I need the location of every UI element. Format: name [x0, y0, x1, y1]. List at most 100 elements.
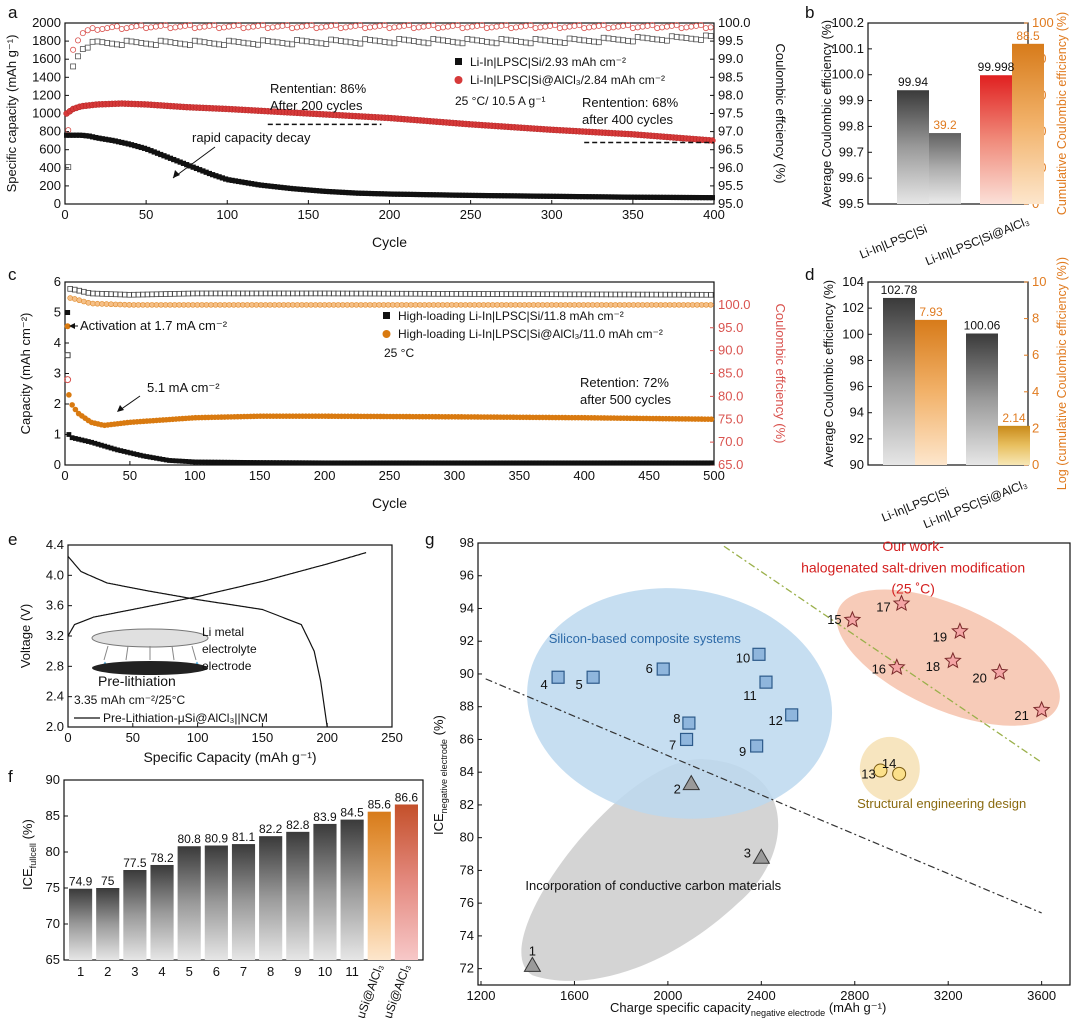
point-label-8: 8 — [673, 711, 680, 726]
capacity-marker-si — [489, 193, 495, 199]
capacity-marker-si-hl — [261, 460, 266, 465]
ce-marker-al — [128, 24, 135, 31]
panel-f-y-tick-label: 75 — [46, 880, 60, 895]
ce-marker-al — [104, 25, 111, 32]
ce-marker-si-hl — [308, 290, 314, 297]
ce-marker-si — [371, 37, 378, 44]
capacity-marker-si-hl — [507, 460, 513, 466]
capacity-marker-si-hl — [410, 460, 416, 466]
ce-marker-si — [556, 39, 563, 46]
capacity-marker-si — [174, 158, 180, 164]
capacity-marker-si — [566, 193, 573, 200]
capacity-marker-si — [255, 182, 261, 188]
ce-marker-si — [415, 38, 422, 45]
bar-d-log-si — [915, 319, 947, 465]
ce-marker-si-hl — [85, 290, 92, 296]
capacity-marker-si — [323, 188, 329, 195]
panel-a-y2-tick-label: 97.5 — [718, 106, 743, 121]
ce-marker-si-hl — [262, 290, 269, 297]
capacity-marker-si — [495, 193, 501, 199]
capacity-marker-si-hl — [543, 460, 549, 466]
panel-d-y2-tick-label: 8 — [1032, 311, 1039, 326]
capacity-marker-si-hl — [189, 459, 195, 465]
ce-marker-al — [216, 25, 223, 32]
ce-marker-si — [586, 38, 592, 44]
capacity-marker-si-hl — [397, 460, 403, 466]
panel-a-legend-al: Li-In|LPSC|Si@AlCl₃/2.84 mAh cm⁻² — [470, 73, 665, 87]
capacity-marker-si — [154, 150, 161, 156]
capacity-marker-si-hl — [553, 460, 559, 466]
ce-marker-si-hl — [94, 290, 101, 297]
ce-marker-si — [143, 40, 150, 47]
ce-marker-si — [561, 40, 568, 46]
capacity-marker-si — [654, 194, 660, 200]
point-marker-7 — [679, 732, 694, 747]
ce-marker-si — [133, 39, 140, 46]
ce-marker-al — [405, 22, 412, 29]
capacity-marker-si — [193, 165, 200, 172]
ce-marker-al — [556, 25, 563, 32]
capacity-marker-si — [138, 144, 144, 151]
capacity-marker-si — [492, 193, 498, 199]
capacity-marker-si-hl — [150, 455, 156, 461]
capacity-marker-si — [70, 132, 76, 138]
panel-d-ylabel: Average Coulombic efficiency (%) — [822, 280, 836, 467]
panel-letter-c: c — [8, 265, 17, 284]
bar-f-label-5: 80.8 — [178, 832, 202, 846]
ce-marker-si-hl — [526, 291, 532, 297]
ce-marker-al — [435, 25, 442, 32]
ce-marker-si-hl — [598, 291, 605, 298]
panel-g-y-tick-label: 90 — [460, 666, 474, 681]
capacity-marker-si — [304, 187, 310, 193]
ce-marker-si — [493, 40, 500, 47]
capacity-marker-si — [602, 194, 608, 200]
ce-marker-si — [196, 38, 203, 45]
capacity-marker-si — [216, 174, 222, 180]
capacity-marker-si-hl — [462, 460, 468, 466]
capacity-marker-si-hl — [267, 460, 273, 466]
ce-marker-al — [595, 22, 602, 29]
panel-a-y2-tick-label: 99.5 — [718, 33, 743, 48]
capacity-marker-si-hl — [154, 455, 159, 461]
ce-marker-si — [187, 42, 193, 48]
capacity-marker-si — [459, 192, 466, 198]
capacity-marker-si — [395, 191, 401, 197]
capacity-marker-si — [177, 159, 183, 165]
panel-d-y-tick-label: 96 — [850, 379, 864, 394]
capacity-marker-si — [64, 132, 70, 138]
point-label-12: 12 — [768, 713, 782, 728]
panel-c-x-tick-label: 200 — [314, 468, 336, 483]
ce-marker-si-hl — [444, 291, 451, 297]
capacity-marker-si-hl — [468, 460, 474, 466]
ce-marker-si — [182, 41, 188, 48]
ce-marker-al — [328, 22, 335, 29]
ce-marker-si-hl — [489, 291, 496, 297]
annotation-arrow-5-1 — [119, 395, 141, 411]
ce-marker-al — [493, 23, 500, 30]
annotation-after-400: after 400 cycles — [582, 112, 674, 127]
ce-marker-si-hl — [199, 290, 205, 297]
capacity-marker-si — [265, 183, 271, 189]
capacity-marker-si — [77, 132, 83, 138]
point-label-11: 11 — [743, 688, 757, 703]
point-marker-17 — [892, 594, 911, 612]
ce-marker-si — [255, 41, 261, 48]
ce-marker-si — [591, 38, 597, 45]
ce-marker-al — [235, 22, 242, 29]
bar-f-label-11: 84.5 — [340, 806, 364, 820]
ce-marker-si-hl — [71, 286, 78, 293]
ce-marker-al — [707, 24, 714, 31]
ce-marker-al — [532, 25, 539, 32]
ce-marker-al — [620, 22, 627, 29]
capacity-marker-si — [115, 139, 122, 145]
ce-marker-si — [610, 36, 617, 42]
capacity-marker-si — [427, 192, 433, 198]
ce-marker-si-hl — [558, 291, 564, 298]
annotation-retention-68: Rentention: 68% — [582, 95, 679, 110]
panel-a-x-tick-label: 100 — [216, 207, 238, 222]
capacity-marker-si — [570, 193, 576, 200]
panel-a-y-tick-label: 1400 — [32, 69, 61, 84]
capacity-marker-si — [420, 192, 427, 198]
ce-marker-si-hl — [267, 290, 273, 297]
